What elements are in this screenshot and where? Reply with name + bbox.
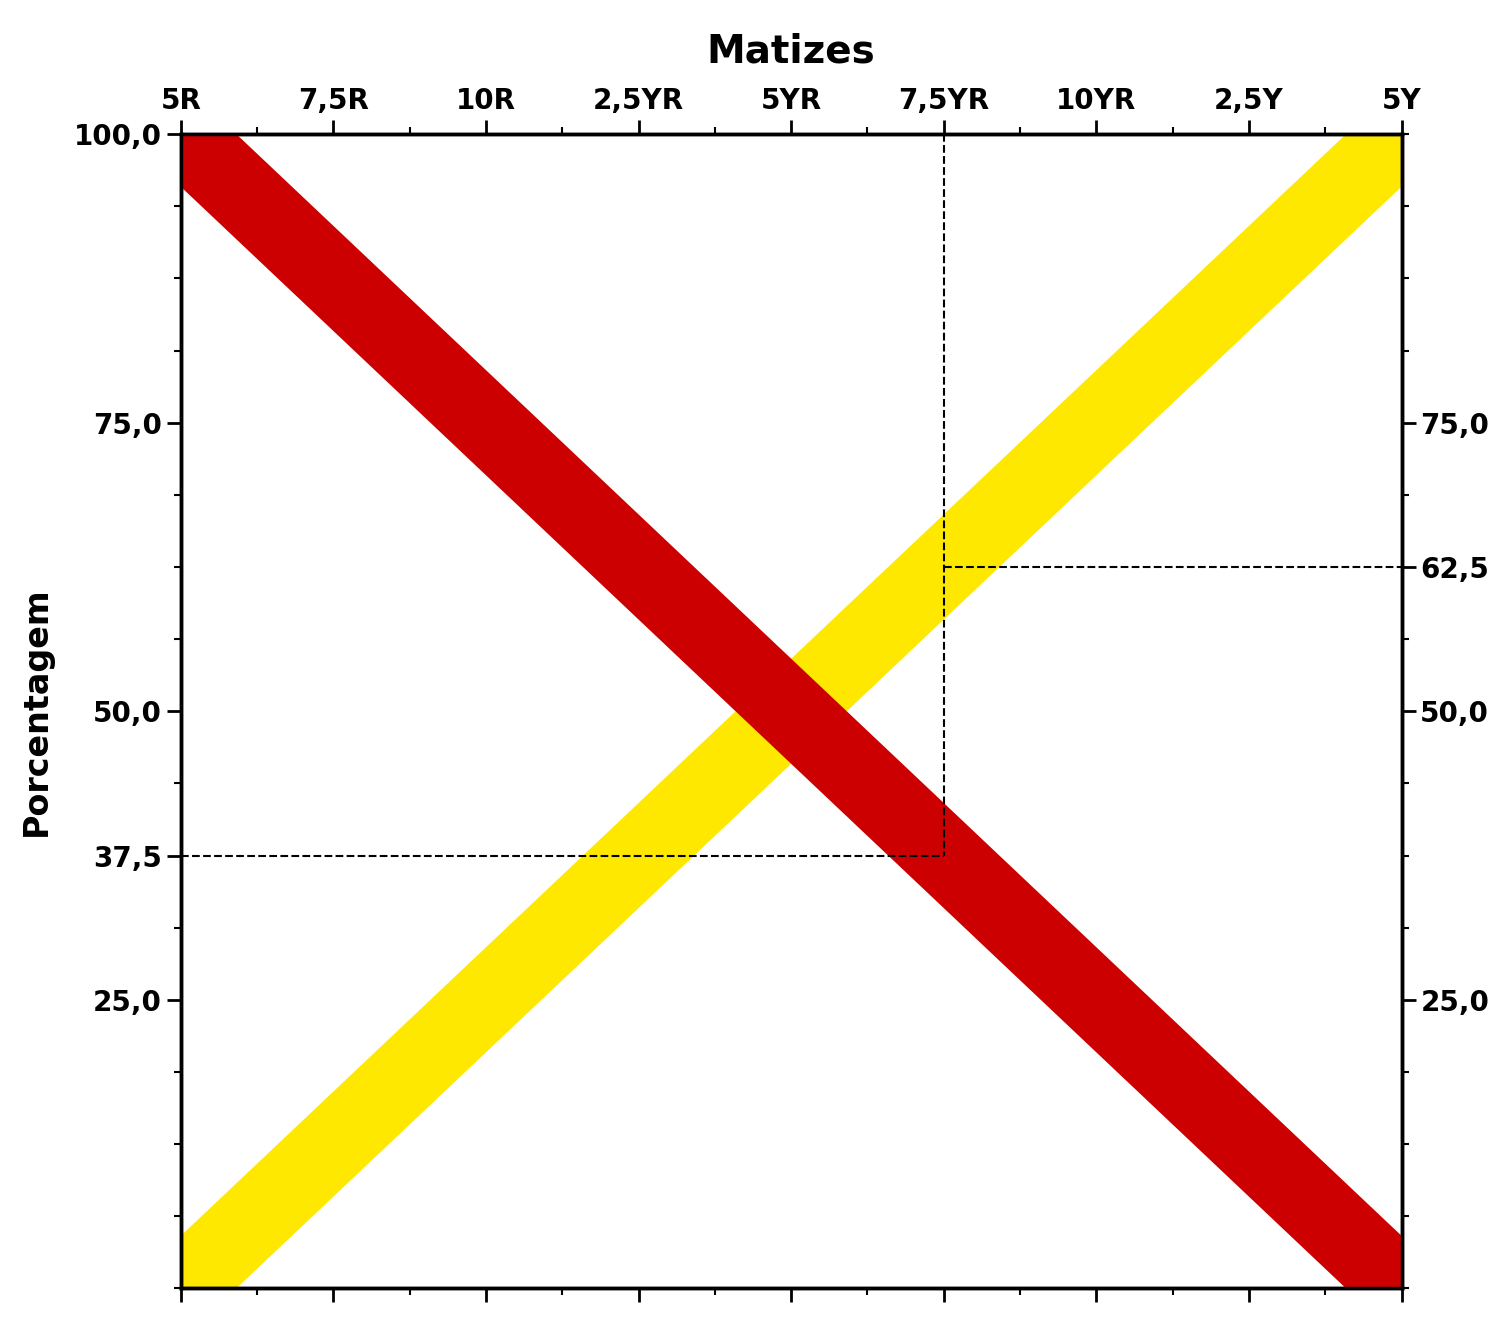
Title: Matizes: Matizes <box>707 32 876 70</box>
Y-axis label: Porcentagem: Porcentagem <box>20 586 53 836</box>
